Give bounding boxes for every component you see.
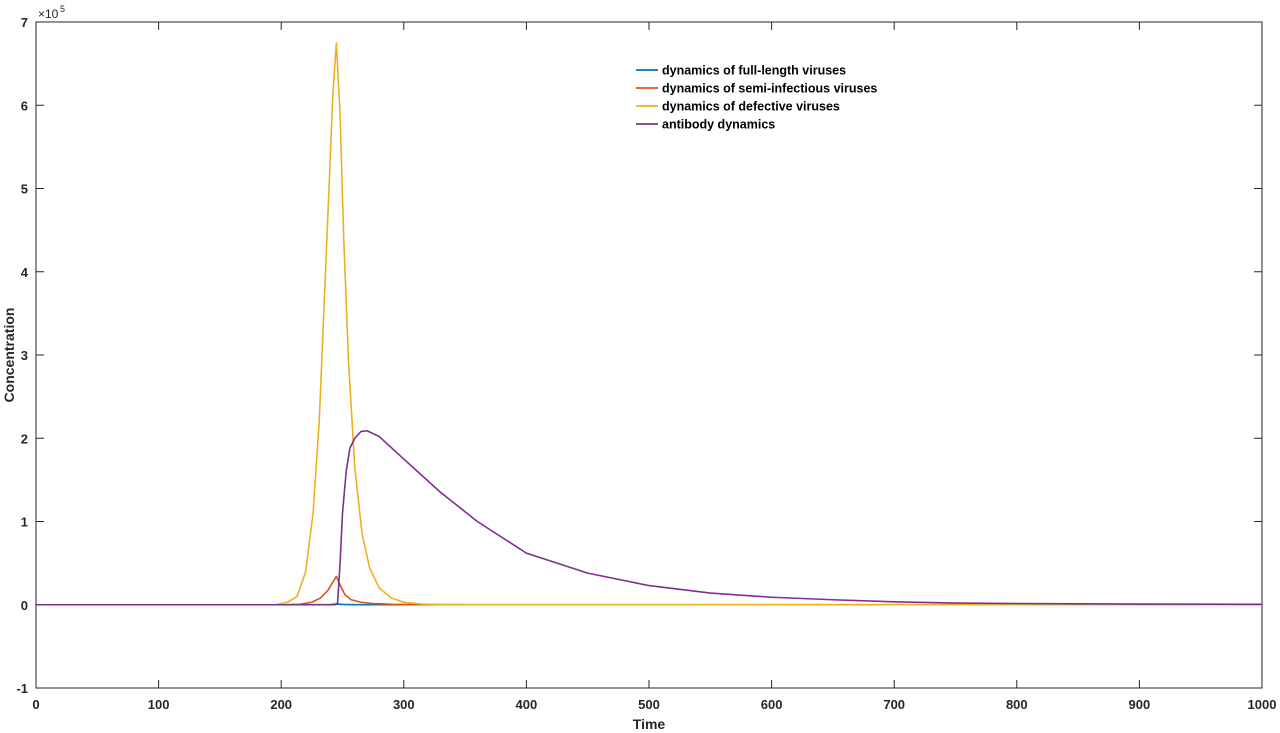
x-tick-label: 500: [638, 697, 660, 712]
x-axis-label: Time: [633, 716, 666, 732]
series-line-4: [35, 429, 1263, 606]
plot-area: [35, 21, 1263, 689]
y-exponent-power: 5: [60, 4, 65, 14]
legend-entry-label: antibody dynamics: [662, 118, 775, 132]
y-tick-label: 0: [21, 598, 28, 613]
legend: dynamics of full-length viruses dynamics …: [636, 64, 877, 132]
y-tick-label: 2: [21, 431, 28, 446]
y-tick-label: 4: [21, 265, 29, 280]
x-tick-label: 400: [516, 697, 538, 712]
x-tick-label: 300: [393, 697, 415, 712]
y-axis-ticks: -1 0 1 2 3 4 5 6 7: [16, 15, 1262, 696]
y-axis-label: Concentration: [1, 308, 17, 403]
y-tick-label: 1: [21, 515, 28, 530]
x-axis-ticks: 0 100 200 300 400 500 600 700 800 900 1000: [32, 22, 1276, 712]
y-tick-label: -1: [16, 681, 28, 696]
y-tick-label: 5: [21, 182, 28, 197]
x-tick-label: 900: [1129, 697, 1151, 712]
x-tick-label: 800: [1006, 697, 1028, 712]
legend-entry-label: dynamics of semi-infectious viruses: [662, 82, 877, 96]
legend-entry-label: dynamics of full-length viruses: [662, 64, 846, 78]
y-exponent-base: ×10: [38, 7, 59, 21]
y-tick-label: 7: [21, 15, 28, 30]
x-tick-label: 1000: [1248, 697, 1277, 712]
x-tick-label: 200: [270, 697, 292, 712]
x-tick-label: 600: [761, 697, 783, 712]
series-lines: [35, 42, 1263, 606]
series-line-3: [35, 42, 1263, 606]
legend-entry-label: dynamics of defective viruses: [662, 100, 840, 114]
y-tick-label: 6: [21, 98, 28, 113]
x-tick-label: 700: [883, 697, 905, 712]
x-tick-label: 0: [32, 697, 39, 712]
x-tick-label: 100: [148, 697, 170, 712]
y-tick-label: 3: [21, 348, 28, 363]
